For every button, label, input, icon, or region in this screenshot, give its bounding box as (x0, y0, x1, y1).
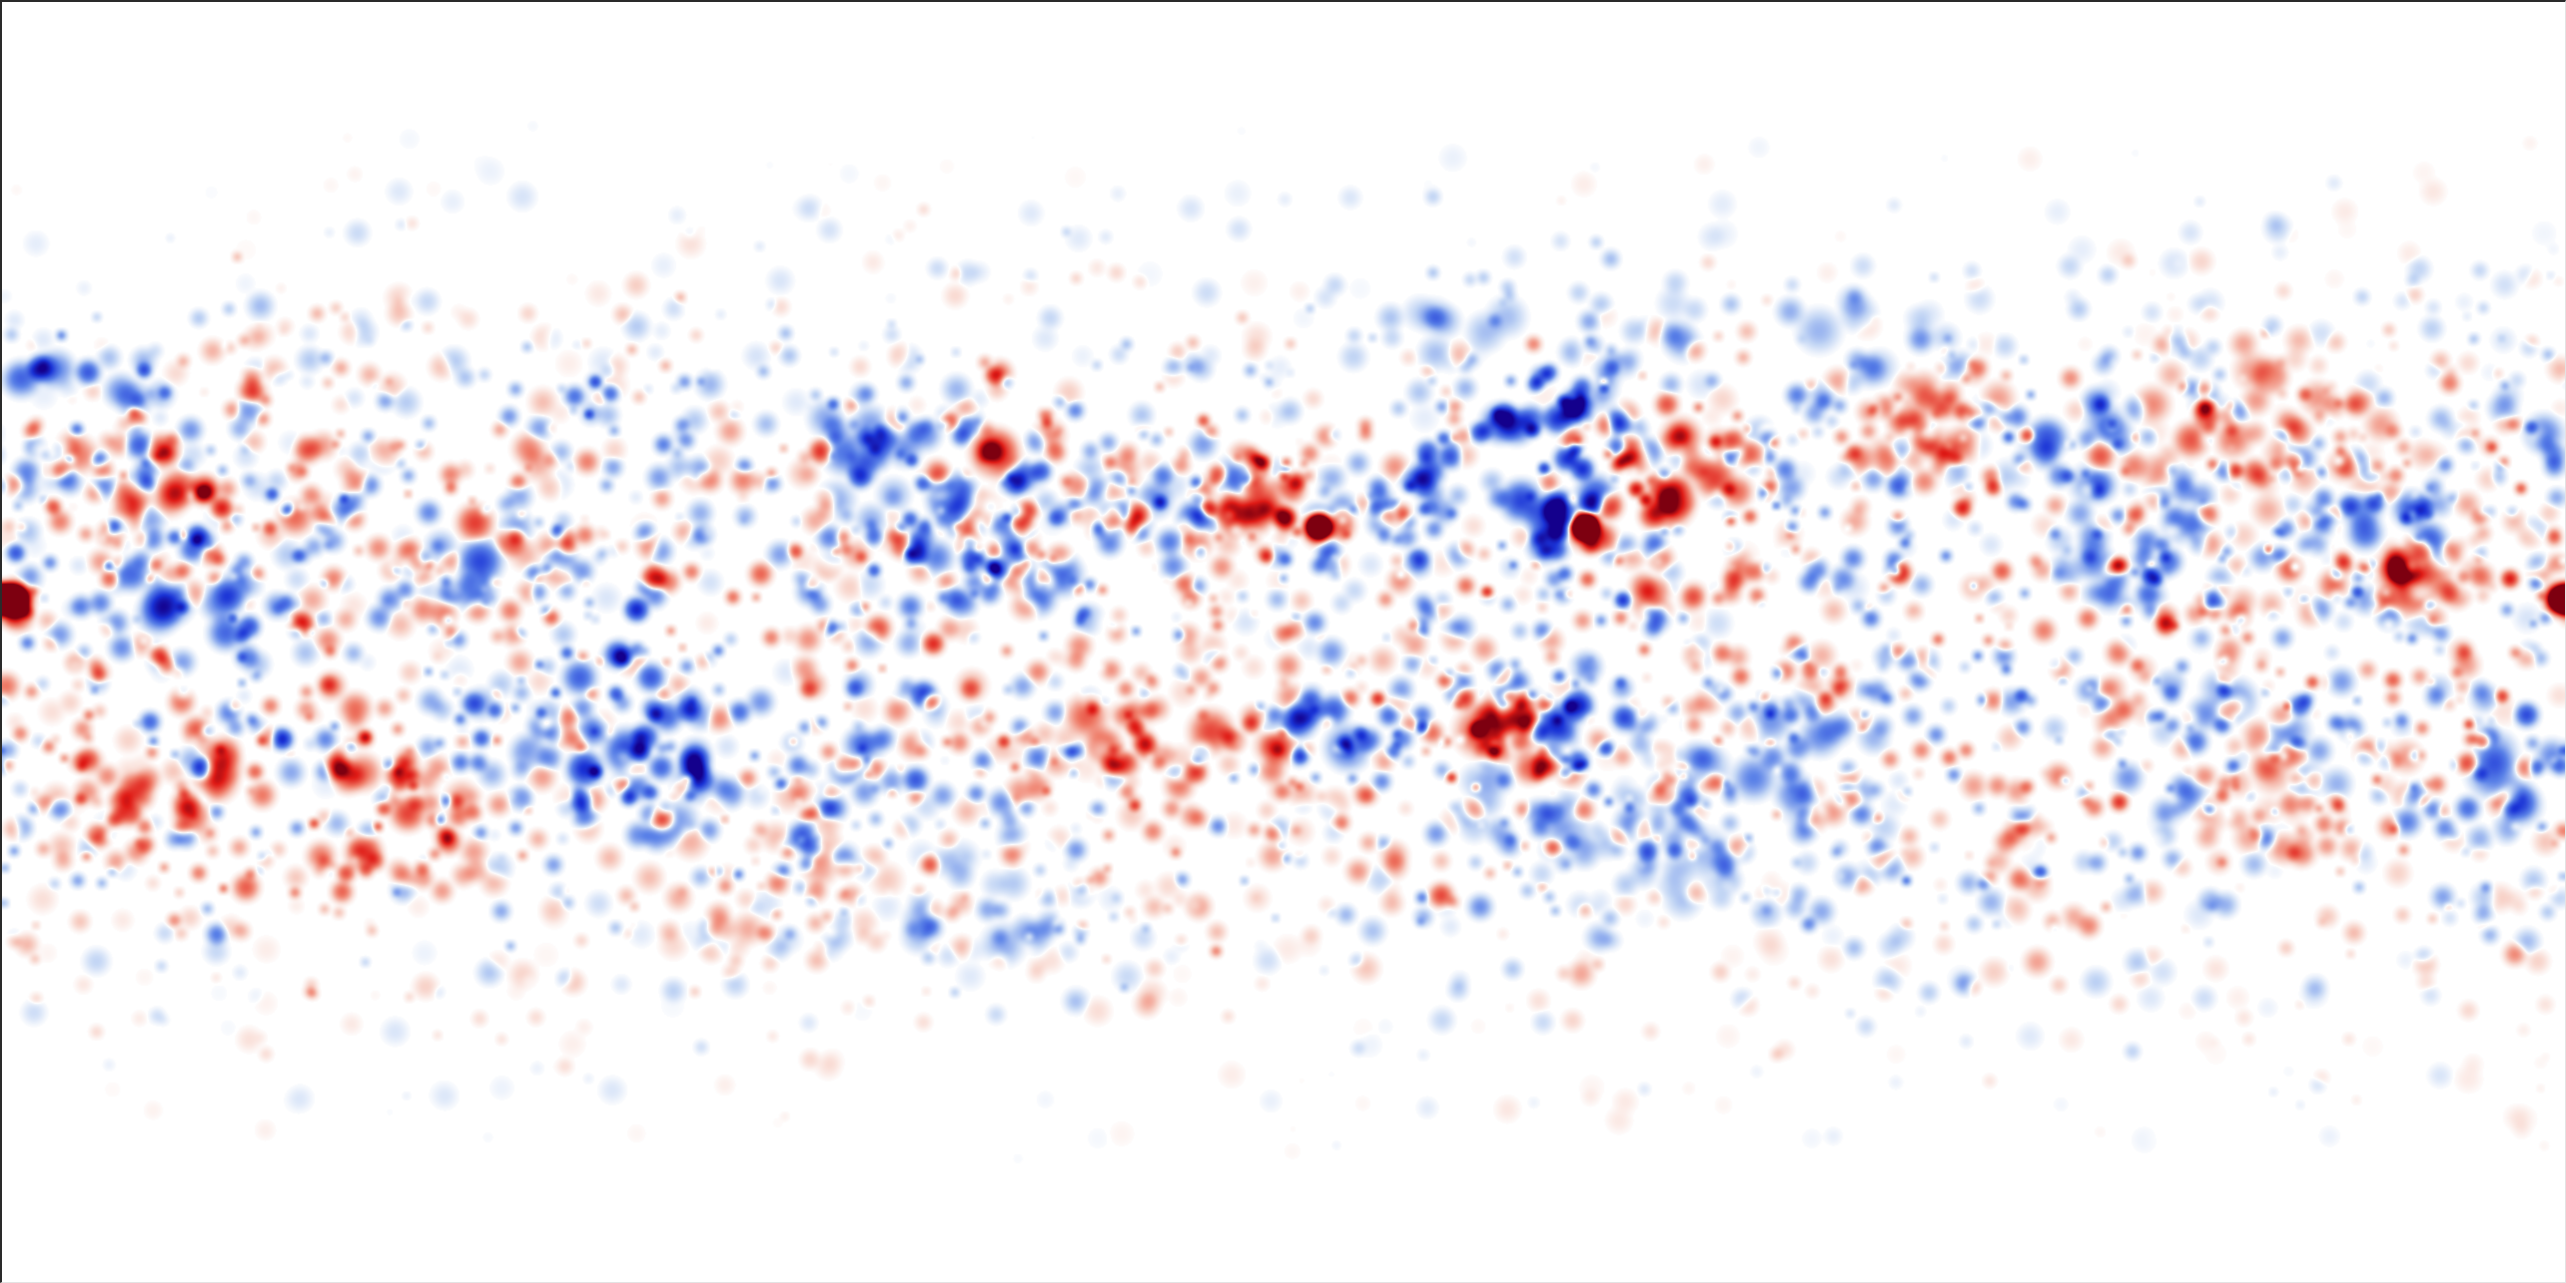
magnetogram-canvas (2, 2, 2565, 1282)
magnetogram-figure: Solar photospheric line-of-sight magneti… (0, 0, 2566, 1283)
